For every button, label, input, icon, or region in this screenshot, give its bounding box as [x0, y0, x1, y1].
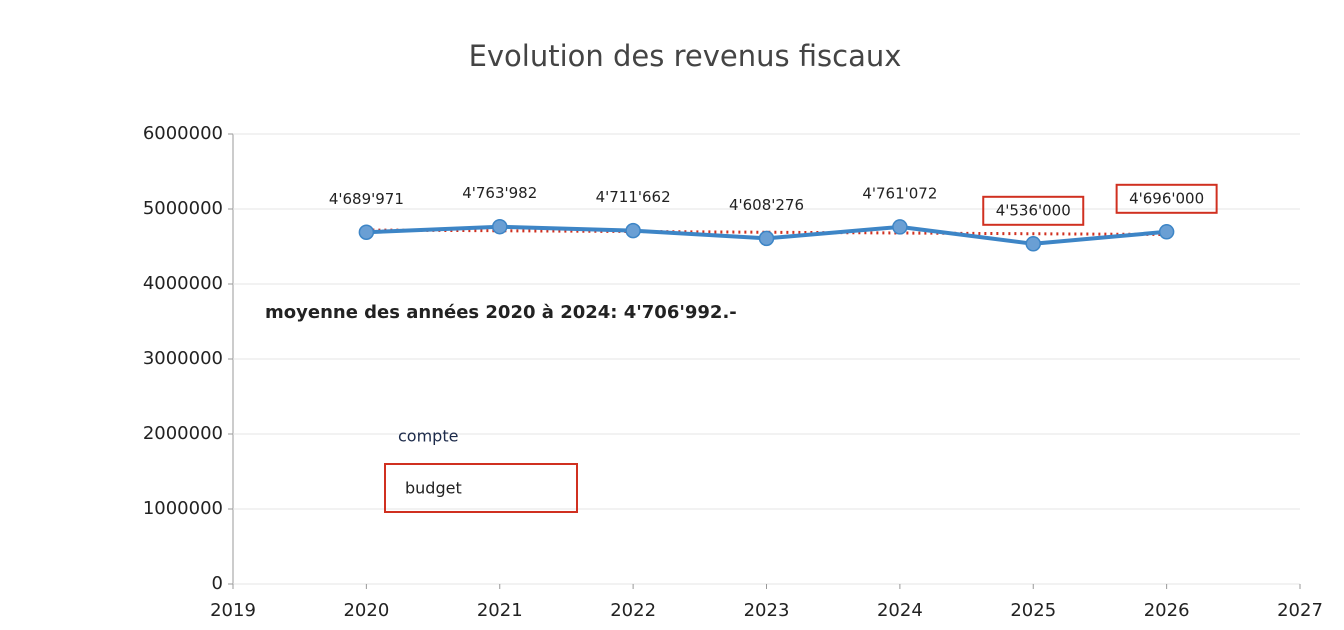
label-box [982, 195, 1085, 226]
data-label: 4'608'276 [729, 196, 804, 214]
y-tick-label: 1000000 [143, 498, 223, 519]
annotation: moyenne des années 2020 à 2024: 4'706'99… [265, 302, 737, 323]
marker [892, 219, 908, 235]
marker [758, 230, 775, 247]
x-tick-label: 2022 [610, 600, 656, 621]
marker [1158, 224, 1175, 240]
y-tick-label: 0 [212, 573, 223, 594]
data-label: 4'696'000 [1129, 189, 1204, 207]
y-tick-label: 6000000 [143, 123, 223, 144]
x-tick-label: 2020 [343, 600, 389, 621]
y-tick-label: 2000000 [143, 423, 223, 444]
data-label: 4'536'000 [996, 201, 1071, 219]
y-tick-label: 3000000 [143, 348, 223, 369]
data-label: 4'711'662 [596, 188, 671, 206]
y-tick-label: 4000000 [143, 273, 223, 294]
marker [625, 222, 641, 239]
series-connector [899, 224, 1034, 246]
data-label: 4'689'971 [329, 190, 404, 208]
x-tick-label: 2021 [477, 600, 523, 621]
x-tick-label: 2023 [744, 600, 790, 621]
label-box [1115, 183, 1218, 214]
series-line [1033, 229, 1167, 246]
marker [492, 218, 508, 235]
x-tick-label: 2026 [1144, 600, 1190, 621]
x-tick-label: 2027 [1277, 600, 1323, 621]
legend-label: budget [405, 479, 462, 498]
marker [358, 224, 375, 241]
legend-label: compte [398, 427, 458, 446]
chart-title: Evolution des revenus fiscaux [469, 39, 902, 73]
legend-box [384, 463, 578, 513]
marker [1025, 236, 1041, 252]
x-tick-label: 2025 [1010, 600, 1056, 621]
data-label: 4'761'072 [862, 184, 937, 202]
data-label: 4'763'982 [462, 184, 537, 202]
x-tick-label: 2024 [877, 600, 923, 621]
x-tick-label: 2019 [210, 600, 256, 621]
y-tick-label: 5000000 [143, 198, 223, 219]
